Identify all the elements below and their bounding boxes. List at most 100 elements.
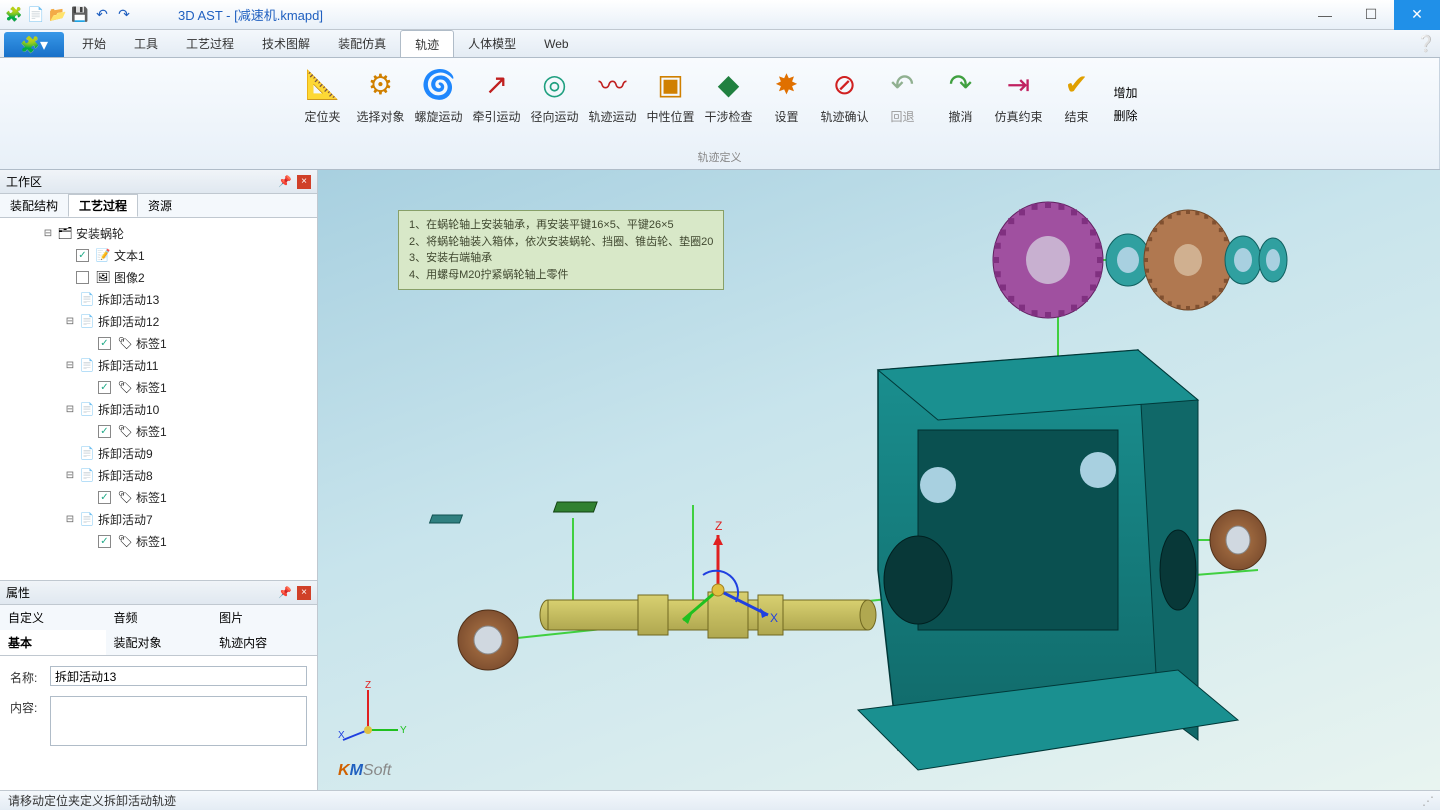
ribbon-side-item[interactable]: 删除 bbox=[1113, 107, 1137, 124]
properties-header: 属性 📌 × bbox=[0, 581, 317, 605]
ribbon-icon: ⊘ bbox=[824, 64, 864, 104]
menu-tab-2[interactable]: 工艺过程 bbox=[172, 30, 248, 57]
ribbon-btn-5[interactable]: 〰轨迹运动 bbox=[583, 60, 641, 147]
menu-tab-0[interactable]: 开始 bbox=[68, 30, 120, 57]
ribbon-icon: ◆ bbox=[708, 64, 748, 104]
ribbon-btn-4[interactable]: ◎径向运动 bbox=[525, 60, 583, 147]
ribbon-btn-12[interactable]: ⇥仿真约束 bbox=[989, 60, 1047, 147]
redo-icon[interactable]: ↷ bbox=[114, 5, 134, 25]
tree-node[interactable]: 🖼图像2 bbox=[2, 266, 315, 288]
property-tab[interactable]: 音频 bbox=[106, 605, 212, 630]
ribbon-btn-0[interactable]: 📐定位夹 bbox=[293, 60, 351, 147]
tree-label: 标签1 bbox=[136, 489, 167, 506]
maximize-button[interactable]: ☐ bbox=[1348, 0, 1394, 30]
panel-close-icon[interactable]: × bbox=[297, 175, 311, 189]
checkbox[interactable]: ✓ bbox=[98, 381, 111, 394]
checkbox[interactable]: ✓ bbox=[76, 249, 89, 262]
quick-access-toolbar: 🧩 📄 📂 💾 ↶ ↷ bbox=[0, 5, 138, 25]
property-tab[interactable]: 自定义 bbox=[0, 605, 106, 630]
menu-tab-4[interactable]: 装配仿真 bbox=[324, 30, 400, 57]
tree-node[interactable]: ⊟📄拆卸活动12 bbox=[2, 310, 315, 332]
checkbox[interactable]: ✓ bbox=[98, 425, 111, 438]
menu-tab-7[interactable]: Web bbox=[530, 30, 582, 57]
tree-node[interactable]: ✓🏷标签1 bbox=[2, 530, 315, 552]
pin-icon[interactable]: 📌 bbox=[277, 174, 293, 190]
tree-node[interactable]: ⊟🗂安装蜗轮 bbox=[2, 222, 315, 244]
name-input[interactable] bbox=[50, 666, 307, 686]
ribbon-btn-6[interactable]: ▣中性位置 bbox=[641, 60, 699, 147]
name-label: 名称: bbox=[10, 666, 50, 686]
tree-node[interactable]: ⊟📄拆卸活动11 bbox=[2, 354, 315, 376]
ribbon-label: 定位夹 bbox=[304, 108, 340, 125]
ribbon-btn-3[interactable]: ↗牵引运动 bbox=[467, 60, 525, 147]
pin-icon[interactable]: 📌 bbox=[277, 585, 293, 601]
ribbon-btn-8[interactable]: ✸设置 bbox=[757, 60, 815, 147]
workarea-tab-2[interactable]: 资源 bbox=[138, 194, 182, 217]
menu-tab-6[interactable]: 人体模型 bbox=[454, 30, 530, 57]
tree-node[interactable]: ✓🏷标签1 bbox=[2, 486, 315, 508]
tag-icon: 🏷 bbox=[117, 335, 133, 351]
ribbon-btn-7[interactable]: ◆干涉检查 bbox=[699, 60, 757, 147]
ribbon-side-item[interactable]: 增加 bbox=[1113, 84, 1137, 101]
ribbon-icon: ↷ bbox=[940, 64, 980, 104]
menu-tab-5[interactable]: 轨迹 bbox=[400, 30, 454, 57]
property-tab[interactable]: 图片 bbox=[211, 605, 317, 630]
undo-icon[interactable]: ↶ bbox=[92, 5, 112, 25]
app-icon[interactable]: 🧩 bbox=[4, 5, 24, 25]
menu-tab-1[interactable]: 工具 bbox=[120, 30, 172, 57]
close-button[interactable]: ✕ bbox=[1394, 0, 1440, 30]
expand-icon[interactable]: ⊟ bbox=[64, 360, 76, 371]
checkbox[interactable]: ✓ bbox=[98, 535, 111, 548]
svg-text:Z: Z bbox=[365, 680, 371, 691]
tree-node[interactable]: 📄拆卸活动13 bbox=[2, 288, 315, 310]
titlebar: 🧩 📄 📂 💾 ↶ ↷ 3D AST - [减速机.kmapd] — ☐ ✕ bbox=[0, 0, 1440, 30]
3d-viewport[interactable]: 1、在蜗轮轴上安装轴承，再安装平键16×5、平键26×52、将蜗轮轴装入箱体，依… bbox=[318, 170, 1440, 790]
expand-icon[interactable]: ⊟ bbox=[64, 316, 76, 327]
ribbon-btn-10[interactable]: ↶回退 bbox=[873, 60, 931, 147]
ribbon-btn-13[interactable]: ✔结束 bbox=[1047, 60, 1105, 147]
content-label: 内容: bbox=[10, 696, 50, 716]
workarea-tab-1[interactable]: 工艺过程 bbox=[68, 194, 138, 217]
expand-icon[interactable]: ⊟ bbox=[64, 470, 76, 481]
save-icon[interactable]: 💾 bbox=[70, 5, 90, 25]
ribbon-btn-9[interactable]: ⊘轨迹确认 bbox=[815, 60, 873, 147]
kmsoft-logo: KMSoft bbox=[338, 762, 391, 780]
tree-node[interactable]: ⊟📄拆卸活动10 bbox=[2, 398, 315, 420]
help-icon[interactable]: ❔ bbox=[1412, 30, 1440, 57]
workarea-header: 工作区 📌 × bbox=[0, 170, 317, 194]
tree-node[interactable]: ⊟📄拆卸活动8 bbox=[2, 464, 315, 486]
ribbon-label: 中性位置 bbox=[646, 108, 694, 125]
property-tab[interactable]: 装配对象 bbox=[106, 630, 212, 655]
tree-node[interactable]: ✓🏷标签1 bbox=[2, 376, 315, 398]
open-icon[interactable]: 📂 bbox=[48, 5, 68, 25]
expand-icon[interactable]: ⊟ bbox=[64, 514, 76, 525]
checkbox[interactable] bbox=[76, 271, 89, 284]
panel-close-icon[interactable]: × bbox=[297, 586, 311, 600]
expand-icon[interactable]: ⊟ bbox=[64, 404, 76, 415]
property-tab[interactable]: 轨迹内容 bbox=[211, 630, 317, 655]
app-menu-button[interactable]: 🧩▾ bbox=[4, 32, 64, 57]
content-input[interactable] bbox=[50, 696, 307, 746]
checkbox[interactable]: ✓ bbox=[98, 491, 111, 504]
workarea-tab-0[interactable]: 装配结构 bbox=[0, 194, 68, 217]
expand-icon[interactable]: ⊟ bbox=[42, 228, 54, 239]
property-tab[interactable]: 基本 bbox=[0, 630, 106, 655]
checkbox[interactable]: ✓ bbox=[98, 337, 111, 350]
ribbon-btn-1[interactable]: ⚙选择对象 bbox=[351, 60, 409, 147]
menu-tab-3[interactable]: 技术图解 bbox=[248, 30, 324, 57]
ribbon-btn-2[interactable]: 🌀螺旋运动 bbox=[409, 60, 467, 147]
tree-node[interactable]: 📄拆卸活动9 bbox=[2, 442, 315, 464]
ribbon-label: 轨迹运动 bbox=[588, 108, 636, 125]
ribbon-icon: 🌀 bbox=[418, 64, 458, 104]
tree-node[interactable]: ⊟📄拆卸活动7 bbox=[2, 508, 315, 530]
resize-grip-icon[interactable]: ⋰ bbox=[1422, 794, 1432, 808]
tree-label: 标签1 bbox=[136, 423, 167, 440]
tree-label: 拆卸活动11 bbox=[98, 357, 158, 374]
tree-node[interactable]: ✓📝文本1 bbox=[2, 244, 315, 266]
tree-view[interactable]: ⊟🗂安装蜗轮✓📝文本1🖼图像2📄拆卸活动13⊟📄拆卸活动12✓🏷标签1⊟📄拆卸活… bbox=[0, 218, 317, 580]
new-icon[interactable]: 📄 bbox=[26, 5, 46, 25]
ribbon-btn-11[interactable]: ↷撤消 bbox=[931, 60, 989, 147]
tree-node[interactable]: ✓🏷标签1 bbox=[2, 420, 315, 442]
tree-node[interactable]: ✓🏷标签1 bbox=[2, 332, 315, 354]
minimize-button[interactable]: — bbox=[1302, 0, 1348, 30]
